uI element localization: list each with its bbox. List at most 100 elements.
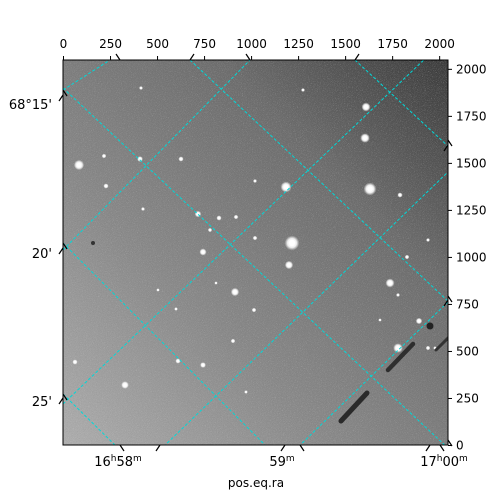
star-core <box>209 229 211 231</box>
world-tick-mark <box>299 444 305 452</box>
ra-tick-label: 59m <box>269 454 294 470</box>
star-core <box>434 347 436 349</box>
grid-line <box>63 87 446 445</box>
world-axis-ticks: 68°15' 20' 25' 16h58m 59m 17h00m <box>9 53 468 470</box>
star-core <box>395 345 401 351</box>
y-tick-label: 2000 <box>456 62 487 76</box>
star-core <box>217 216 221 220</box>
world-tick-mark <box>443 299 449 307</box>
coordinate-grid <box>63 60 448 445</box>
grid-line <box>299 301 448 445</box>
y-tick-label: 1000 <box>456 250 487 264</box>
star-core <box>76 162 82 168</box>
y-tick-label: 500 <box>456 344 479 358</box>
dark-blob <box>91 241 95 245</box>
streak <box>385 341 416 373</box>
star-core <box>417 319 421 323</box>
x-tick-label: 750 <box>193 37 216 51</box>
grid-line <box>63 393 116 445</box>
x-tick-label: 1250 <box>283 37 314 51</box>
star-core <box>254 180 256 182</box>
grid-line <box>63 60 111 91</box>
grid-line <box>164 171 448 445</box>
star-core <box>142 208 144 210</box>
y-tick-label: 1500 <box>456 156 487 170</box>
star-core <box>302 89 304 91</box>
grid-line <box>63 60 425 405</box>
star-core <box>201 363 205 367</box>
world-tick-mark <box>58 247 64 255</box>
y-tick-label: 750 <box>456 297 479 311</box>
star-core <box>245 391 247 393</box>
sky-image <box>63 60 448 445</box>
world-tick-mark <box>443 144 449 152</box>
star-core <box>157 289 159 291</box>
streak <box>338 390 370 424</box>
ra-axis-label: pos.eq.ra <box>228 476 284 490</box>
star-core <box>233 290 237 294</box>
star-core <box>287 263 291 267</box>
star-core <box>176 359 180 363</box>
star-core <box>379 319 381 321</box>
y-tick-label: 250 <box>456 391 479 405</box>
x-tick-label: 0 <box>60 37 68 51</box>
streak <box>434 336 448 352</box>
world-tick-mark <box>425 444 431 452</box>
star-core <box>140 87 142 89</box>
world-tick-mark <box>58 397 64 405</box>
star-core <box>215 282 217 284</box>
x-tick-label: 1500 <box>330 37 361 51</box>
world-tick-mark <box>447 295 453 303</box>
ra-tick-label: 17h00m <box>420 454 468 470</box>
star-core <box>388 281 392 285</box>
star-core <box>427 239 429 241</box>
plot-frame <box>62 59 449 446</box>
dec-tick-label: 20' <box>32 247 52 262</box>
star-core <box>179 157 183 161</box>
y-tick-label: 1250 <box>456 203 487 217</box>
star-core <box>362 135 368 141</box>
world-tick-mark <box>354 53 360 61</box>
x-tick-label: 2000 <box>424 37 455 51</box>
world-tick-mark <box>447 439 453 447</box>
star-core <box>138 157 142 161</box>
grid-line <box>63 60 251 251</box>
world-tick-mark <box>447 139 453 147</box>
world-tick-mark <box>62 89 68 97</box>
star-core <box>104 184 108 188</box>
x-tick-label: 1000 <box>236 37 267 51</box>
star-field <box>72 86 448 424</box>
star-core <box>398 193 402 197</box>
star-core <box>232 340 234 342</box>
world-tick-mark <box>58 94 64 102</box>
world-tick-mark <box>62 242 68 250</box>
star-core <box>406 256 408 258</box>
star-core <box>288 239 296 247</box>
star-core <box>253 309 255 311</box>
world-tick-mark <box>62 393 68 401</box>
world-tick-mark <box>119 444 125 452</box>
x-tick-label: 250 <box>99 37 122 51</box>
star-core <box>367 186 373 192</box>
x-tick-label: 1750 <box>377 37 408 51</box>
star-core <box>73 360 77 364</box>
world-tick-mark <box>189 53 195 61</box>
dec-tick-label: 68°15' <box>9 98 52 113</box>
dec-tick-label: 25' <box>32 395 52 410</box>
star-core <box>283 184 289 190</box>
y-tick-label: 1750 <box>456 109 487 123</box>
x-tick-label: 500 <box>146 37 169 51</box>
pixel-axis-ticks: 0 250 500 750 1000 1250 1500 1750 2000 0 250 500 750… <box>60 37 487 453</box>
grid-line <box>189 60 448 302</box>
star-core <box>201 250 205 254</box>
world-tick-mark <box>155 444 161 452</box>
star-core <box>364 105 368 109</box>
grid-line <box>63 242 266 445</box>
star-core <box>123 383 127 387</box>
y-tick-label: 0 <box>456 439 464 453</box>
world-tick-mark <box>280 444 286 452</box>
world-tick-mark <box>115 53 121 61</box>
world-tick-mark <box>439 444 445 452</box>
star-core <box>254 237 256 239</box>
